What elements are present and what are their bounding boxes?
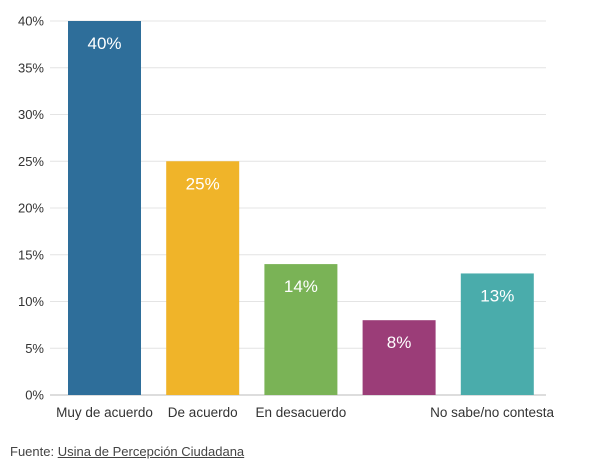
y-tick-label: 20% xyxy=(18,201,44,216)
x-axis-ticks: Muy de acuerdo De acuerdo En desacuerdo No … xyxy=(56,405,554,420)
y-tick-label: 0% xyxy=(25,388,44,403)
data-labels: 40% 25% 14% 8% 13% xyxy=(87,34,514,352)
x-tick-label: De acuerdo xyxy=(168,405,238,420)
data-label: 13% xyxy=(480,286,514,305)
y-tick-label: 5% xyxy=(25,341,44,356)
data-label: 25% xyxy=(186,174,220,193)
y-tick-label: 25% xyxy=(18,154,44,169)
source-prefix: Fuente: xyxy=(10,444,58,459)
source-link[interactable]: Usina de Percepción Ciudadana xyxy=(57,444,245,459)
bar xyxy=(166,161,240,395)
y-axis-ticks: 0% 5% 10% 15% 20% 25% 30% 35% 40% xyxy=(18,14,44,403)
y-tick-label: 10% xyxy=(18,294,44,309)
x-tick-label: No sabe/no contesta xyxy=(430,405,554,420)
data-label: 14% xyxy=(284,277,318,296)
bar xyxy=(362,320,436,395)
bar xyxy=(68,21,141,395)
y-tick-label: 30% xyxy=(18,107,44,122)
data-label: 40% xyxy=(87,34,121,53)
bar-chart: 0% 5% 10% 15% 20% 25% 30% 35% 40% 40% 25% 14% 8% 13%… xyxy=(18,14,555,421)
data-label: 8% xyxy=(387,333,412,352)
x-tick-label: Muy de acuerdo xyxy=(56,405,153,420)
bars xyxy=(68,21,534,395)
y-tick-label: 35% xyxy=(18,60,44,75)
source-note: Fuente: Usina de Percepción Ciudadana xyxy=(10,444,244,459)
y-tick-label: 40% xyxy=(18,14,44,29)
x-tick-label: En desacuerdo xyxy=(255,405,346,420)
y-tick-label: 15% xyxy=(18,247,44,262)
bar xyxy=(460,273,534,395)
bar xyxy=(264,264,338,395)
